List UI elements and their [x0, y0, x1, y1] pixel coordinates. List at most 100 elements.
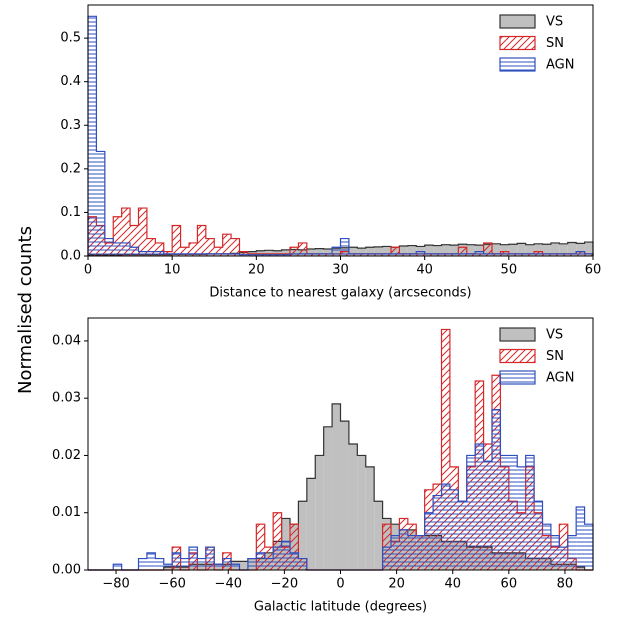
- histogram-bar: [113, 242, 122, 256]
- x-tick-label: 20: [248, 263, 265, 278]
- histogram-bar: [256, 254, 265, 256]
- histogram-bar: [298, 501, 307, 570]
- histogram-bar: [416, 251, 425, 256]
- histogram-bar: [256, 552, 265, 570]
- histogram-bar: [374, 501, 383, 570]
- histogram-bar: [500, 455, 509, 570]
- histogram-bar: [517, 253, 526, 256]
- histogram-bar: [416, 535, 425, 570]
- histogram-bar: [323, 253, 333, 256]
- y-axis-label: Normalised counts: [15, 226, 36, 394]
- histogram-bar: [155, 251, 164, 256]
- histogram-bar: [130, 247, 139, 256]
- histogram-bar: [222, 558, 232, 570]
- histogram-bar: [290, 253, 299, 256]
- histogram-bar: [214, 253, 223, 256]
- histogram-bar: [290, 247, 299, 256]
- x-tick-label: −20: [271, 577, 298, 592]
- histogram-bar: [492, 409, 501, 570]
- histogram-bar: [214, 564, 223, 570]
- histogram-bar: [332, 403, 341, 570]
- histogram-bar: [264, 250, 274, 256]
- histogram-bar: [323, 426, 333, 570]
- histogram-bar: [508, 253, 518, 256]
- histogram-bar: [492, 253, 501, 256]
- histogram-bar: [155, 558, 164, 570]
- histogram-bar: [466, 253, 476, 256]
- histogram-bar: [433, 495, 442, 570]
- histogram-bar: [172, 253, 181, 256]
- histogram-bar: [542, 253, 551, 256]
- histogram-bar: [576, 251, 585, 256]
- histogram-bar: [231, 253, 240, 256]
- histogram-bar: [466, 244, 476, 256]
- legend-label: SN: [546, 349, 564, 364]
- histogram-bar: [96, 151, 105, 256]
- histogram-bar: [348, 253, 358, 256]
- histogram-bar: [180, 253, 189, 256]
- histogram-bar: [298, 253, 307, 256]
- histogram-bar: [475, 251, 484, 256]
- histogram-bar: [231, 564, 240, 570]
- histogram-bar: [247, 254, 257, 256]
- y-tick-label: 0.3: [60, 118, 81, 133]
- histogram-bar: [357, 455, 366, 570]
- histogram-bar: [88, 16, 97, 256]
- histogram-bar: [550, 535, 560, 570]
- histogram-bar: [433, 245, 442, 256]
- histogram-bar: [382, 547, 391, 570]
- histogram-bar: [273, 547, 282, 570]
- histogram-bar: [197, 253, 206, 256]
- histogram-bar: [365, 253, 375, 256]
- plot-area: [88, 328, 594, 571]
- histogram-bar: [247, 558, 257, 570]
- legend-swatch: [499, 327, 536, 342]
- histogram-bar: [542, 524, 551, 570]
- y-tick-label: 0.0: [60, 249, 81, 264]
- histogram-bar: [407, 535, 417, 570]
- histogram-bar: [475, 245, 484, 256]
- histogram-bar: [433, 253, 442, 256]
- x-tick-label: −60: [158, 577, 185, 592]
- legend-swatch: [499, 14, 536, 29]
- histogram-bar: [357, 253, 366, 256]
- x-axis-label: Distance to nearest galaxy (arcseconds): [209, 286, 471, 301]
- histogram-bar: [534, 253, 543, 256]
- histogram-bar: [348, 444, 358, 570]
- histogram-bar: [256, 524, 265, 570]
- x-tick-label: 20: [388, 577, 405, 592]
- x-tick-label: 80: [557, 577, 574, 592]
- histogram-bar: [534, 501, 543, 570]
- histogram-bar: [475, 444, 484, 570]
- histogram-bar: [576, 243, 585, 256]
- histogram-bar: [517, 243, 526, 256]
- histogram-bar: [508, 455, 518, 570]
- legend-swatch: [499, 370, 536, 385]
- histogram-bar: [550, 242, 560, 256]
- histogram-bar: [508, 244, 518, 256]
- histogram-bar: [365, 466, 375, 570]
- histogram-bar: [525, 253, 535, 256]
- histogram-bar: [281, 254, 290, 256]
- histogram-bar: [239, 251, 248, 256]
- histogram-bar: [391, 253, 400, 256]
- legend-swatch: [499, 57, 536, 72]
- histogram-bar: [441, 329, 450, 570]
- histogram-bar: [222, 234, 232, 256]
- histogram-bar: [399, 253, 408, 256]
- histogram-bar: [146, 238, 156, 256]
- histogram-bar: [231, 238, 240, 256]
- histogram-bar: [298, 242, 307, 256]
- histogram-bar: [323, 249, 333, 256]
- histogram-bar: [382, 246, 391, 256]
- histogram-bar: [205, 238, 215, 256]
- histogram-bar: [483, 253, 492, 256]
- histogram-bar: [357, 248, 366, 256]
- histogram-bar: [290, 552, 299, 570]
- histogram-bar: [189, 242, 198, 256]
- y-tick-label: 0.2: [60, 161, 81, 176]
- legend-label: SN: [546, 36, 564, 51]
- histogram-bar: [315, 248, 324, 256]
- histogram-bar: [382, 253, 391, 256]
- histogram-bar: [172, 225, 181, 256]
